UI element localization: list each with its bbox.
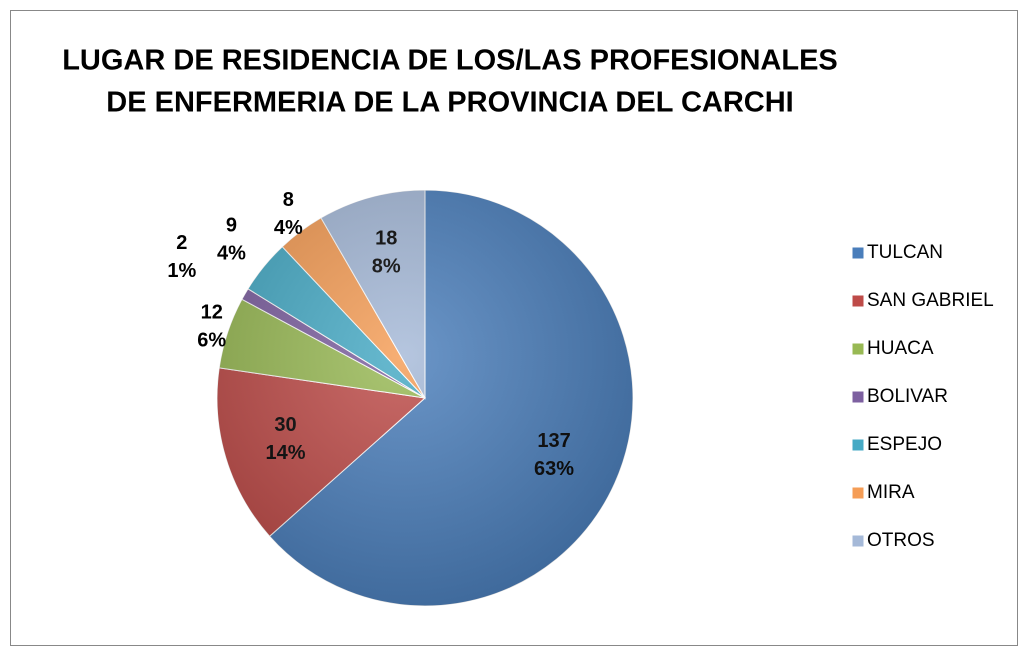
data-label: 14%: [266, 442, 306, 464]
data-label: 8: [283, 189, 294, 211]
legend-label: ESPEJO: [867, 434, 942, 455]
data-label: 63%: [534, 458, 574, 480]
legend-label: HUACA: [867, 338, 934, 359]
legend-label: BOLIVAR: [867, 386, 948, 407]
data-label: 2: [176, 232, 187, 254]
legend-label: MIRA: [867, 482, 915, 503]
chart-title: LUGAR DE RESIDENCIA DE LOS/LAS PROFESION…: [62, 45, 838, 77]
legend-swatch: [851, 438, 865, 452]
legend-label: OTROS: [867, 530, 935, 551]
legend-swatch: [851, 534, 865, 548]
data-label: 1%: [167, 260, 196, 282]
legend-swatch: [851, 294, 865, 308]
data-label: 8%: [372, 256, 401, 278]
data-label: 12: [201, 302, 223, 324]
legend-swatch: [851, 390, 865, 404]
legend-swatch: [851, 342, 865, 356]
data-label: 18: [375, 228, 397, 250]
data-label: 6%: [197, 330, 226, 352]
chart-title: DE ENFERMERIA DE LA PROVINCIA DEL CARCHI: [106, 87, 793, 119]
legend-label: SAN GABRIEL: [867, 290, 994, 311]
data-label: 30: [274, 414, 296, 436]
legend-swatch: [851, 486, 865, 500]
data-label: 137: [537, 430, 570, 452]
data-label: 4%: [274, 217, 303, 239]
data-label: 9: [226, 215, 237, 237]
legend-swatch: [851, 246, 865, 260]
legend-label: TULCAN: [867, 242, 943, 263]
data-label: 4%: [217, 243, 246, 265]
